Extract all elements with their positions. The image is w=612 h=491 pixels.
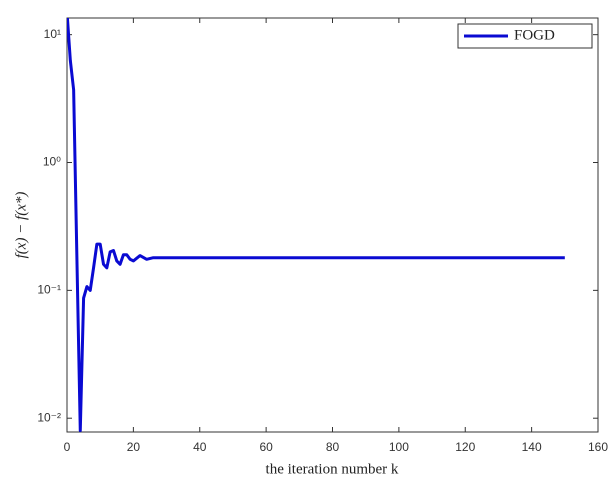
y-tick-label: 10⁰ [43, 155, 61, 169]
x-tick-label: 20 [127, 440, 141, 454]
data-line [67, 18, 565, 432]
x-tick-label: 40 [193, 440, 207, 454]
y-tick-label: 10¹ [44, 27, 61, 41]
x-tick-label: 120 [455, 440, 475, 454]
y-axis-label: f(x) − f(x*) [13, 192, 29, 259]
x-tick-label: 0 [64, 440, 71, 454]
x-tick-label: 100 [389, 440, 409, 454]
x-tick-label: 60 [259, 440, 273, 454]
x-tick-label: 160 [588, 440, 608, 454]
x-axis-label: the iteration number k [266, 461, 399, 477]
y-tick-label: 10⁻² [37, 410, 61, 424]
x-tick-label: 140 [522, 440, 542, 454]
legend-label: FOGD [514, 27, 555, 43]
plot-area [66, 17, 599, 433]
y-tick-label: 10⁻¹ [37, 283, 61, 297]
x-tick-label: 80 [326, 440, 340, 454]
